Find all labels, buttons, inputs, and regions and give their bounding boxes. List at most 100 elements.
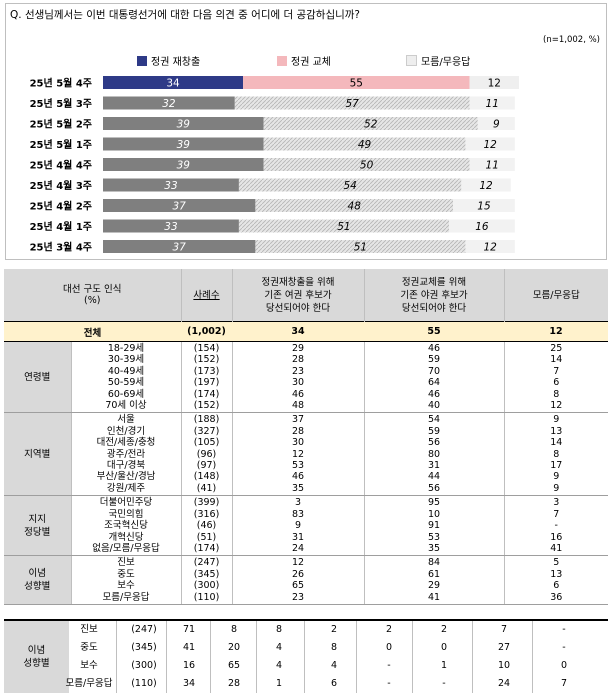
- party-c2: 95 10 91 53 35: [364, 495, 505, 557]
- bottom-cell: 보수: [80, 660, 98, 671]
- header-group-text: 대선 구도 인식 (%): [63, 283, 122, 306]
- category-label: 25년 5월 1주: [30, 138, 92, 151]
- bottom-cell: 27: [497, 642, 511, 653]
- bar-segment: [234, 96, 470, 110]
- bottom-cell: -: [387, 678, 391, 689]
- bar-segment: [103, 96, 235, 110]
- data-label: 12: [483, 139, 497, 151]
- bottom-cell: 6: [330, 678, 338, 689]
- data-label: 51: [354, 242, 367, 254]
- bottom-cell: 10: [497, 660, 511, 671]
- bar-segment: [255, 199, 454, 212]
- region-c2-text: 54 59 56 80 31 44 56: [427, 414, 441, 494]
- ideology-n: (247) (345) (300) (110): [181, 555, 233, 605]
- bottom-cell: 2: [385, 624, 393, 635]
- data-label: 32: [162, 98, 176, 110]
- bar-segment: [469, 76, 519, 89]
- bar-segment: [103, 137, 264, 151]
- category-label: 25년 5월 4주: [30, 77, 92, 90]
- data-label: 34: [166, 78, 180, 90]
- column-divider: [210, 621, 211, 693]
- bottom-cell: 8: [230, 624, 238, 635]
- bar-segment: [103, 158, 264, 171]
- data-label: 37: [173, 201, 187, 213]
- group-row-ideology: 이념 성향별 진보 중도 보수 모름/무응답 (247) (345) (300)…: [4, 555, 609, 605]
- data-label: 15: [477, 201, 491, 213]
- bottom-cell: 4: [275, 642, 283, 653]
- bottom-cell: -: [387, 660, 391, 671]
- column-divider: [472, 621, 473, 693]
- age-n: (154) (152) (173) (197) (174) (152): [181, 341, 233, 414]
- bottom-cell: 0: [440, 642, 448, 653]
- data-label: 39: [177, 119, 191, 131]
- age-c3: 25 14 7 6 8 12: [504, 341, 609, 414]
- age-c3-text: 25 14 7 6 8 12: [550, 343, 563, 412]
- column-divider: [166, 621, 167, 693]
- bottom-cell: 0: [385, 642, 393, 653]
- group-row-party: 지지 정당별 더불어민주당 국민의힘 조국혁신당 개혁신당 없음/모름/무응답 …: [4, 495, 609, 557]
- bottom-cell: 7: [500, 624, 508, 635]
- bar-segment: [469, 96, 515, 110]
- ideology-c3-text: 5 13 6 36: [550, 557, 563, 603]
- age-categories-text: 18-29세 30-39세 40-49세 50-59세 60-69세 70세 이…: [105, 343, 147, 412]
- region-c1: 37 28 30 12 53 46 35: [232, 412, 365, 497]
- data-label: 57: [346, 98, 360, 110]
- data-label: 12: [479, 180, 493, 192]
- age-c1-text: 29 28 23 30 46 48: [291, 343, 305, 412]
- ideology-c3: 5 13 6 36: [504, 555, 609, 605]
- header-col3: 모름/무응답: [504, 269, 609, 322]
- bottom-group-label: 이념 성향별: [4, 621, 69, 693]
- bottom-cell: 34: [182, 678, 196, 689]
- bar-segment: [243, 76, 470, 89]
- group-label-age: 연령별: [4, 341, 72, 414]
- region-c2: 54 59 56 80 31 44 56: [364, 412, 505, 497]
- category-label: 25년 5월 2주: [30, 118, 92, 131]
- region-categories-text: 서울 인천/경기 대전/세종/충청 광주/전라 대구/경북 부산/울산/경남 강…: [96, 414, 156, 494]
- column-divider: [412, 621, 413, 693]
- bar-segment: [465, 137, 515, 151]
- bottom-cell: 2: [330, 624, 338, 635]
- ideology-categories-text: 진보 중도 보수 모름/무응답: [102, 557, 150, 603]
- crosstab-table: 대선 구도 인식 (%) 사례수 정권재창출을 위해 기존 여권 후보가 당선되…: [4, 269, 609, 605]
- group-label-region: 지역별: [4, 412, 72, 497]
- party-categories: 더불어민주당 국민의힘 조국혁신당 개혁신당 없음/모름/무응답: [71, 495, 182, 557]
- bottom-cell: 71: [182, 624, 196, 635]
- bar-segment: [238, 178, 462, 192]
- group-label-ideology: 이념 성향별: [4, 555, 72, 605]
- data-label: 52: [364, 119, 378, 131]
- party-n-text: (399) (316) (46) (51) (174): [193, 497, 220, 554]
- data-label: 33: [164, 180, 177, 192]
- bottom-cell: 4: [330, 660, 338, 671]
- age-categories: 18-29세 30-39세 40-49세 50-59세 60-69세 70세 이…: [71, 341, 182, 414]
- bar-segment: [103, 219, 239, 233]
- header-group: 대선 구도 인식 (%): [4, 269, 182, 322]
- bottom-cell: (110): [131, 678, 157, 689]
- bottom-ideology-fragment: 이념 성향별 진보 (247) 71 8 8 2 2 2 7- 중도 (345) 41 20 4 8 0 0 27…: [4, 619, 608, 693]
- ideology-n-text: (247) (345) (300) (110): [193, 557, 220, 603]
- bottom-cell: 1: [275, 678, 283, 689]
- column-divider: [304, 621, 305, 693]
- category-label: 25년 4월 1주: [30, 220, 92, 233]
- bottom-cell: 0: [560, 660, 568, 671]
- bottom-cell: 8: [330, 642, 338, 653]
- category-label: 25년 4월 2주: [30, 200, 92, 213]
- bar-segment: [263, 117, 478, 130]
- data-label: 11: [486, 98, 499, 110]
- region-c1-text: 37 28 30 12 53 46 35: [291, 414, 305, 494]
- header-col2: 정권교체를 위해 기존 야권 후보가 당선되어야 한다: [364, 269, 505, 322]
- data-label: 16: [475, 221, 489, 233]
- data-label: 49: [358, 139, 372, 151]
- ideology-c1: 12 26 65 23: [232, 555, 365, 605]
- bottom-cell: -: [442, 678, 446, 689]
- bottom-cell: 16: [182, 660, 196, 671]
- ideology-c1-text: 12 26 65 23: [291, 557, 305, 603]
- bar-segment: [469, 158, 515, 171]
- region-c3-text: 9 13 14 8 17 9 9: [550, 414, 563, 494]
- question-text: Q. 선생님께서는 이번 대통령선거에 대한 다음 의견 중 어디에 더 공감하…: [10, 9, 361, 21]
- total-row: 전체 (1,002) 34 55 12: [4, 321, 609, 342]
- bar-segment: [453, 199, 515, 212]
- bottom-cell: 7: [560, 678, 568, 689]
- column-divider: [532, 621, 533, 693]
- header-col2-text: 정권교체를 위해 기존 야권 후보가 당선되어야 한다: [400, 276, 468, 314]
- bottom-cell: 중도: [80, 642, 98, 653]
